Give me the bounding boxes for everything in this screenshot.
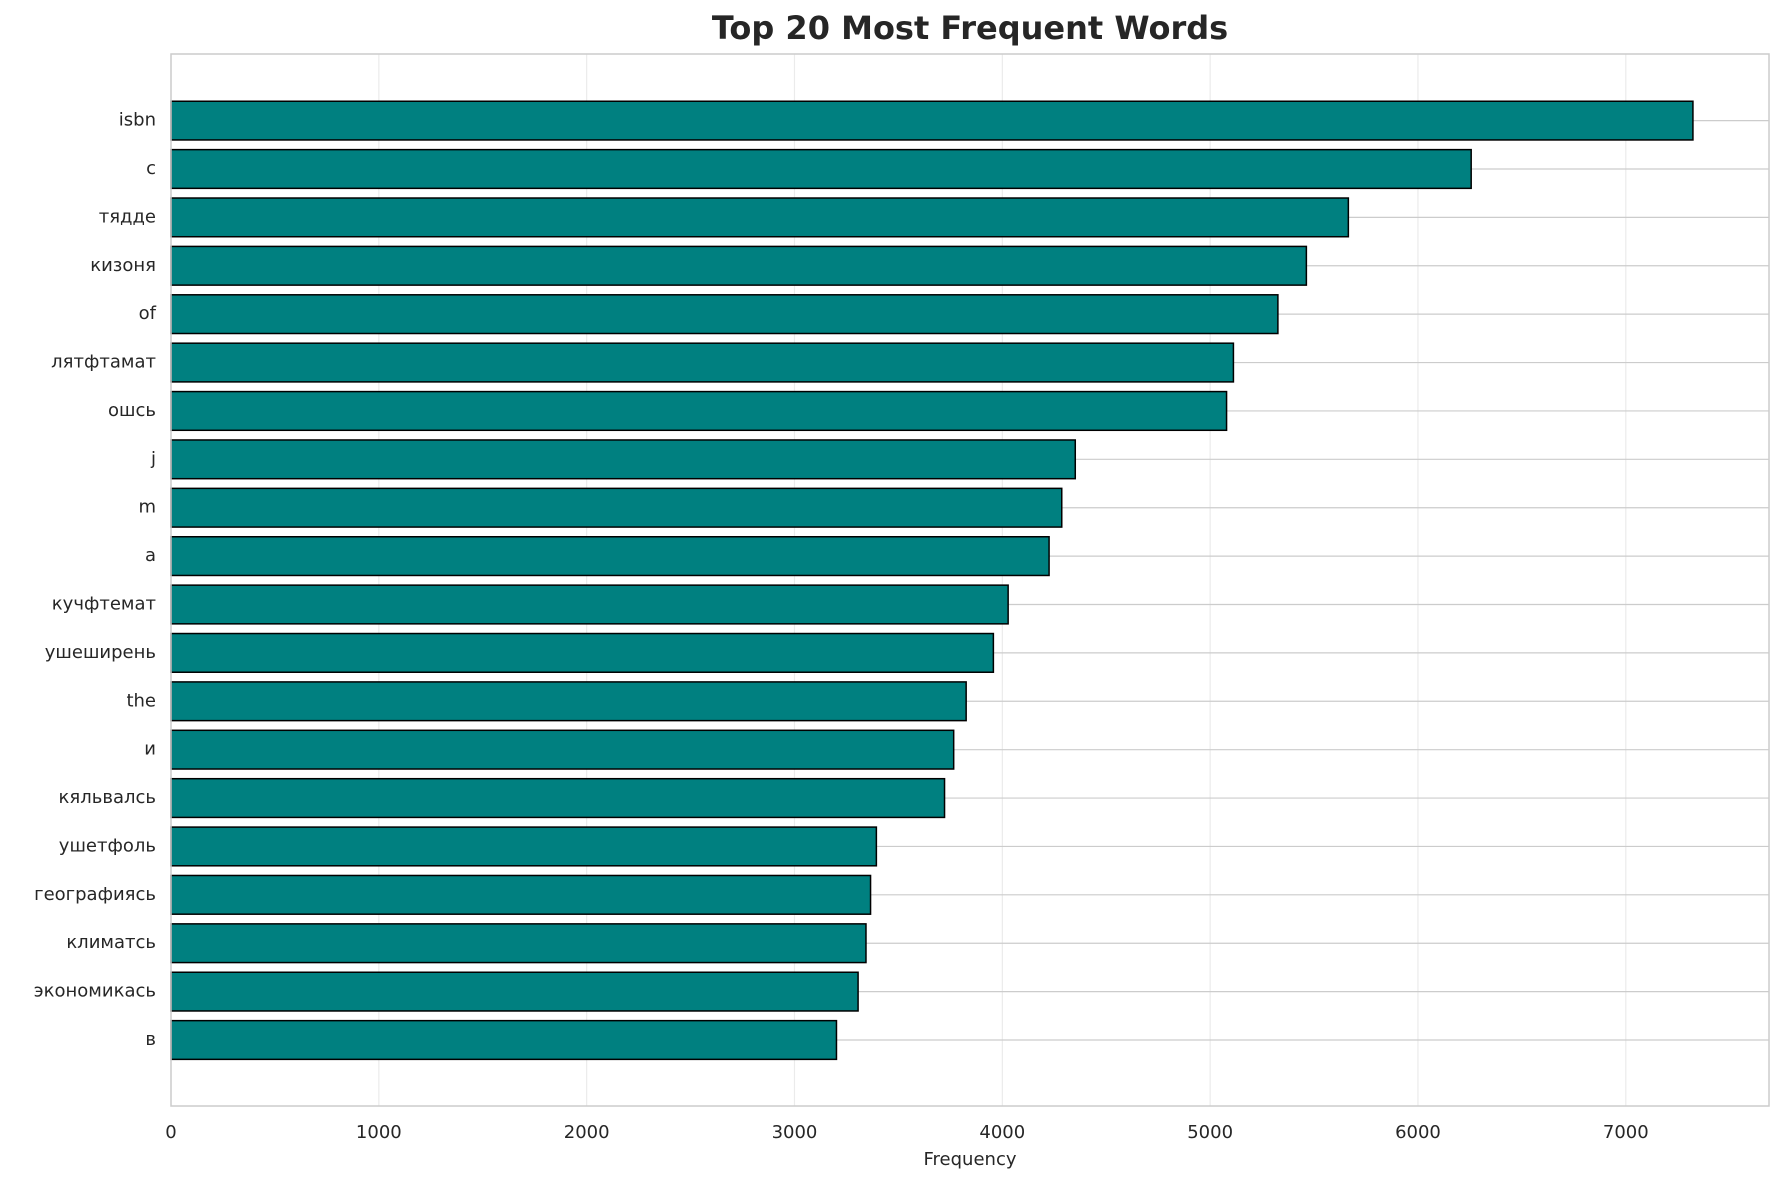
- bar: [170, 681, 967, 722]
- y-tick-label: с: [146, 158, 156, 179]
- y-tick-label: кяльвалсь: [59, 787, 156, 808]
- x-tick-label: 0: [165, 1122, 176, 1143]
- bar: [170, 777, 946, 819]
- bar: [170, 342, 1235, 383]
- bar: [170, 439, 1077, 480]
- bar: [170, 390, 1228, 432]
- y-tick-label: the: [126, 690, 156, 711]
- bar: [170, 584, 1009, 625]
- y-tick-label: тядде: [99, 206, 156, 227]
- x-tick-label: 7000: [1603, 1122, 1649, 1143]
- y-tick-label: кизоня: [90, 255, 156, 276]
- x-tick-label: 1000: [356, 1122, 402, 1143]
- y-tick-label: ушеширень: [45, 642, 156, 663]
- y-tick-label: климатсь: [66, 932, 156, 953]
- bar: [170, 148, 1472, 190]
- bar: [170, 874, 872, 915]
- bar: [170, 632, 995, 673]
- bar: [170, 971, 859, 1012]
- x-tick-label: 4000: [979, 1122, 1025, 1143]
- y-tick-label: a: [145, 545, 156, 566]
- bar: [170, 197, 1350, 238]
- y-tick-label: of: [139, 303, 157, 324]
- y-tick-label: кучфтемат: [52, 593, 156, 614]
- y-tick-label: лятфтамат: [51, 352, 156, 373]
- bar: [170, 487, 1063, 528]
- bar: [170, 1019, 838, 1061]
- y-tick-label: в: [145, 1029, 156, 1050]
- bar: [170, 729, 955, 770]
- y-tick-label: m: [138, 497, 156, 518]
- y-tick-label: j: [150, 448, 156, 469]
- x-axis-label: Frequency: [924, 1149, 1017, 1170]
- x-tick-label: 5000: [1187, 1122, 1233, 1143]
- y-tick-label: isbn: [119, 110, 156, 131]
- bar: [170, 826, 878, 867]
- bar: [170, 923, 867, 964]
- x-tick-label: 2000: [564, 1122, 610, 1143]
- y-tick-label: ошсь: [108, 400, 156, 421]
- y-tick-label: ушетфоль: [59, 835, 156, 856]
- bar: [170, 245, 1308, 286]
- x-tick-label: 6000: [1395, 1122, 1441, 1143]
- y-tick-label: экономикась: [34, 981, 156, 1002]
- y-tick-label: и: [144, 739, 156, 760]
- bar: [170, 535, 1050, 577]
- y-tick-label: географиясь: [34, 884, 156, 905]
- bar: [170, 100, 1694, 141]
- plot-frame: [170, 53, 1770, 1107]
- chart-title: Top 20 Most Frequent Words: [712, 9, 1228, 47]
- x-tick-label: 3000: [772, 1122, 818, 1143]
- bar: [170, 294, 1279, 335]
